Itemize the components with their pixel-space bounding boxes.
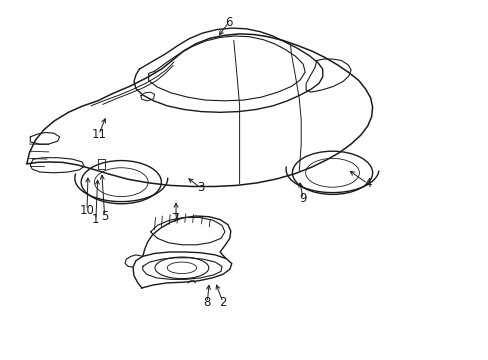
Text: 11: 11 — [91, 128, 106, 141]
Text: 7: 7 — [172, 212, 180, 225]
Text: 5: 5 — [101, 210, 108, 222]
Text: 2: 2 — [219, 296, 226, 309]
Text: 9: 9 — [299, 192, 306, 205]
Text: 4: 4 — [363, 177, 371, 190]
Text: 6: 6 — [224, 16, 232, 29]
Text: 3: 3 — [196, 181, 204, 194]
Text: 8: 8 — [203, 296, 211, 309]
Text: 10: 10 — [80, 204, 94, 217]
Text: 1: 1 — [92, 213, 100, 226]
